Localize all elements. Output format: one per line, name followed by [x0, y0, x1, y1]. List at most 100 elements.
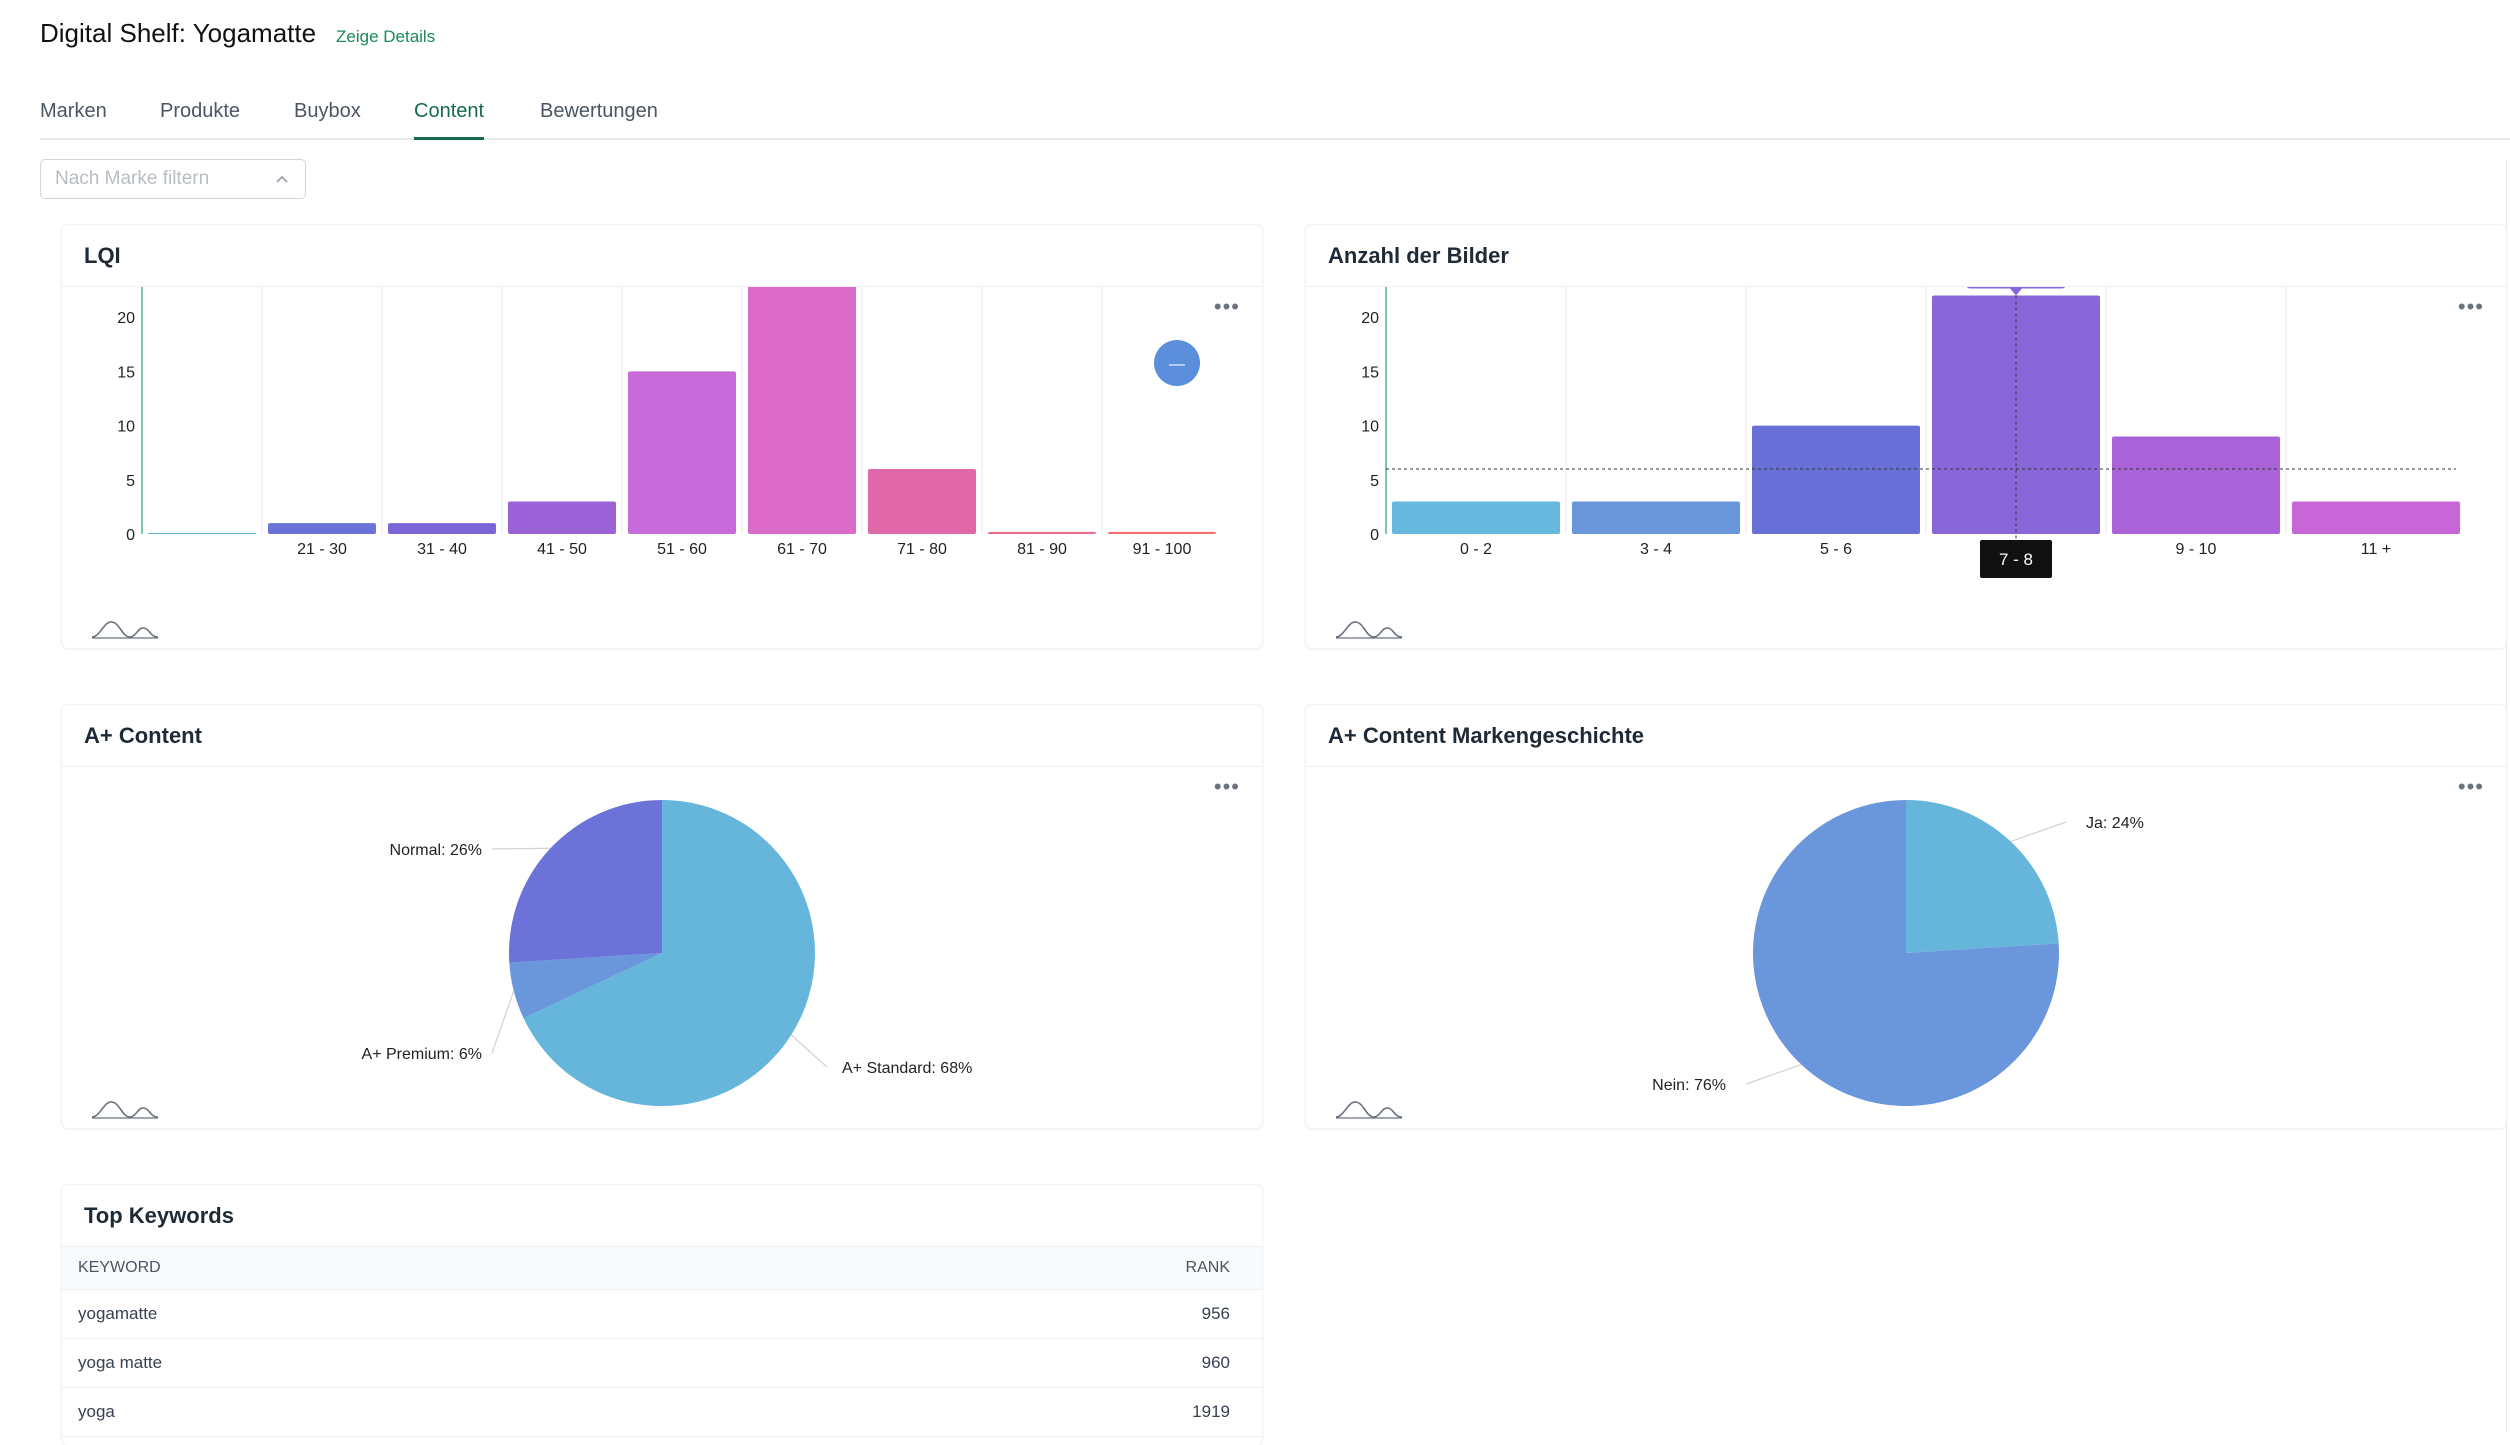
keyword-cell: yogamatte — [62, 1289, 731, 1339]
bar — [508, 501, 616, 534]
card-header: A+ Content — [62, 705, 1262, 767]
pie-label-line — [790, 1034, 828, 1068]
tooltip-arrow — [2010, 288, 2022, 296]
tab-bewertungen[interactable]: Bewertungen — [540, 100, 658, 122]
chart-zoom-icon[interactable] — [1334, 1098, 1404, 1120]
more-horizontal-icon[interactable]: ••• — [2457, 294, 2484, 319]
brand-story-pie-chart: Ja: 24% Nein: 76% — [1652, 800, 2144, 1106]
pie-slice-label: A+ Premium: 6% — [362, 1046, 482, 1063]
x-tick-label: 61 - 70 — [777, 541, 827, 558]
y-tick-label: 15 — [117, 364, 135, 381]
y-tick-label: 10 — [117, 419, 135, 436]
y-tick-label: 5 — [1370, 473, 1379, 490]
chart-zoom-icon[interactable] — [1334, 618, 1404, 640]
x-tick-label: 91 - 100 — [1133, 541, 1192, 558]
brand-story-card: A+ Content Markengeschichte ••• Ja: 24% N… — [1306, 705, 2506, 1128]
y-tick-label: 0 — [1370, 527, 1379, 544]
table-row: yogamatte 956 — [62, 1289, 1262, 1339]
x-tick-label: 0 - 2 — [1460, 541, 1492, 558]
legend-marker-label: — — [1169, 356, 1185, 373]
rank-column-header[interactable]: RANK — [730, 1247, 1262, 1290]
x-tick-label: 11 + — [2361, 541, 2391, 558]
pie-slice-label: Nein: 76% — [1652, 1077, 1726, 1094]
card-title: Anzahl der Bilder — [1328, 243, 1509, 268]
chart-zoom-icon[interactable] — [90, 618, 160, 640]
card-title: A+ Content Markengeschichte — [1328, 723, 1645, 748]
bar — [1572, 501, 1740, 534]
pie-slice — [523, 800, 815, 1106]
table-row: yoga 1919 — [62, 1387, 1262, 1437]
keyword-cell: yoga — [62, 1387, 731, 1437]
y-tick-label: 0 — [126, 527, 135, 544]
keyword-column-header[interactable]: KEYWORD — [62, 1247, 731, 1290]
bar — [628, 371, 736, 534]
pie-label-line — [491, 990, 515, 1054]
bar — [2292, 501, 2460, 534]
axis-hover-box — [1980, 540, 2052, 578]
tab-buybox[interactable]: Buybox — [294, 100, 361, 122]
more-horizontal-icon[interactable]: ••• — [1213, 774, 1240, 799]
axis-hover-label: 7 - 8 — [1999, 550, 2033, 569]
show-details-link[interactable]: Zeige Details — [336, 27, 436, 46]
pie-label-line — [2010, 821, 2067, 843]
bar — [988, 531, 1096, 534]
card-title: Top Keywords — [84, 1203, 234, 1228]
scroll-edge — [2506, 159, 2507, 1432]
x-tick-label: 31 - 40 — [417, 541, 467, 558]
y-tick-label: 20 — [1361, 310, 1379, 327]
x-tick-label: 5 - 6 — [1820, 541, 1852, 558]
card-title: A+ Content — [84, 723, 202, 748]
bar — [1752, 425, 1920, 534]
aplus-pie-chart: A+ Standard: 68% A+ Premium: 6% Normal: 26… — [362, 800, 972, 1106]
pie-label-line — [491, 847, 551, 850]
x-tick-label: 3 - 4 — [1640, 541, 1672, 558]
x-tick-label: 71 - 80 — [897, 541, 947, 558]
top-keywords-card: Top Keywords KEYWORD RANK yogamatte 956 … — [62, 1185, 1262, 1445]
rank-cell: 956 — [730, 1289, 1262, 1339]
pie-slice — [1753, 800, 2059, 1106]
x-tick-label: 41 - 50 — [537, 541, 587, 558]
tab-marken[interactable]: Marken — [40, 100, 107, 122]
x-tick-label: 9 - 10 — [2176, 541, 2217, 558]
bar — [868, 468, 976, 534]
card-title: LQI — [84, 243, 121, 268]
y-tick-label: 5 — [126, 473, 135, 490]
table-row: yoga matte 960 — [62, 1338, 1262, 1388]
bar — [1932, 295, 2100, 534]
bar — [388, 523, 496, 534]
bar — [148, 533, 256, 534]
legend-marker — [1154, 340, 1200, 386]
tab-produkte[interactable]: Produkte — [160, 100, 241, 122]
rank-cell: 1919 — [730, 1387, 1262, 1437]
keyword-cell: yoga matte — [62, 1338, 731, 1388]
pie-slice-label: Normal: 26% — [390, 842, 482, 859]
x-tick-label: 81 - 90 — [1017, 541, 1067, 558]
pie-slice — [509, 800, 662, 963]
aplus-content-card: A+ Content ••• A+ Standard: 68% A+ Premiu… — [62, 705, 1262, 1128]
more-horizontal-icon[interactable]: ••• — [1213, 294, 1240, 319]
bar — [1108, 531, 1216, 534]
keywords-table: KEYWORD RANK yogamatte 956 yoga matte 96… — [62, 1247, 1262, 1437]
more-horizontal-icon[interactable]: ••• — [2457, 774, 2484, 799]
card-header: Anzahl der Bilder — [1306, 225, 2506, 287]
bar — [2112, 436, 2280, 534]
y-tick-label: 15 — [1361, 364, 1379, 381]
pie-slice — [509, 953, 662, 1019]
brand-filter-input[interactable] — [40, 159, 306, 199]
chevron-up-icon[interactable] — [272, 169, 292, 189]
card-header: LQI — [62, 225, 1262, 287]
card-header: Top Keywords — [62, 1185, 1262, 1247]
bar — [748, 287, 856, 534]
card-header: A+ Content Markengeschichte — [1306, 705, 2506, 767]
tab-bar: Marken Produkte Buybox Content Bewertung… — [40, 96, 2510, 140]
tab-content[interactable]: Content — [414, 100, 485, 140]
y-tick-label: 10 — [1361, 419, 1379, 436]
pie-label-line — [1745, 1063, 1802, 1085]
table-header-row: KEYWORD RANK — [62, 1247, 1262, 1290]
pie-slice-label: A+ Standard: 68% — [842, 1060, 972, 1077]
tooltip-box — [1966, 287, 2066, 289]
chart-zoom-icon[interactable] — [90, 1098, 160, 1120]
y-tick-label: 20 — [117, 310, 135, 327]
